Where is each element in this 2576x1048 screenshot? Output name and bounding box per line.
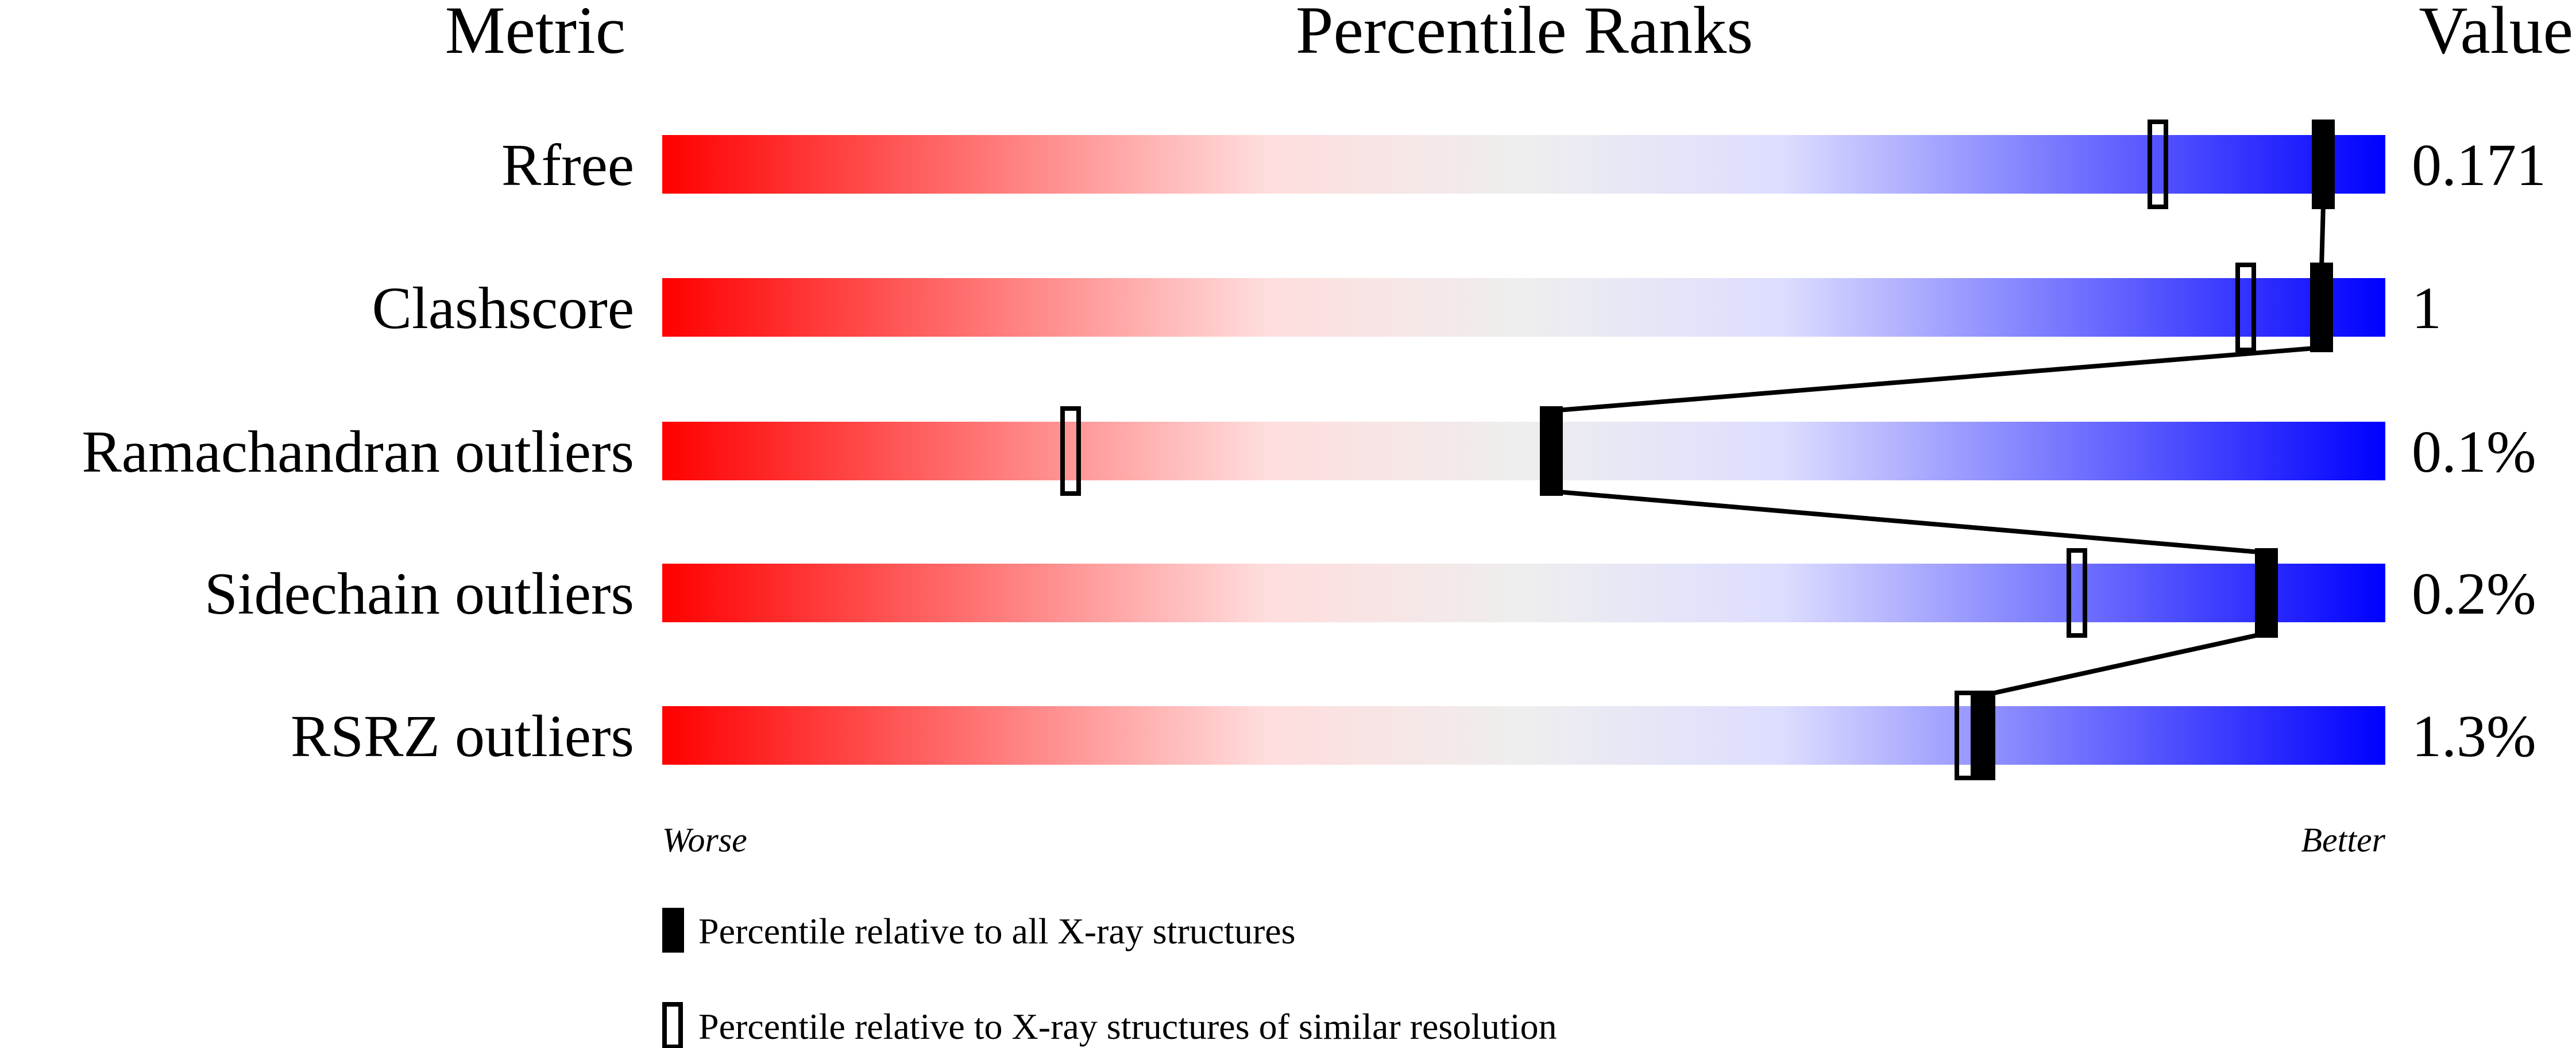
- metric-label: Clashscore: [372, 275, 634, 341]
- connector-line: [1551, 489, 2267, 555]
- header-percentile-ranks: Percentile Ranks: [1296, 0, 1753, 68]
- metric-label: Ramachandran outliers: [82, 419, 634, 485]
- percentile-bar: [662, 564, 2385, 622]
- metric-value: 0.1%: [2412, 419, 2536, 485]
- metric-label: RSRZ outliers: [291, 703, 634, 769]
- percentile-bar: [662, 422, 2385, 480]
- all-structures-marker: [2310, 263, 2333, 352]
- percentile-bar: [662, 706, 2385, 765]
- percentile-bar: [662, 278, 2385, 337]
- metric-value: 0.2%: [2412, 561, 2536, 627]
- axis-label-worse: Worse: [662, 821, 747, 859]
- connector-line: [2319, 204, 2326, 268]
- metric-row: Rfree 0.171: [501, 132, 2546, 198]
- legend-label-similar: Percentile relative to X-ray structures …: [698, 1006, 1557, 1047]
- metric-row: Clashscore 1: [372, 275, 2442, 341]
- similar-resolution-marker: [2235, 263, 2256, 352]
- all-structures-marker: [2312, 120, 2335, 209]
- all-structures-marker: [1540, 406, 1563, 496]
- all-structures-marker: [1972, 691, 1995, 780]
- legend-label-all: Percentile relative to all X-ray structu…: [698, 911, 1296, 951]
- legend-open-marker-icon: [662, 1002, 683, 1048]
- header-metric: Metric: [445, 0, 626, 68]
- metric-value: 1.3%: [2412, 703, 2536, 769]
- similar-resolution-marker: [2148, 120, 2168, 209]
- metric-label: Sidechain outliers: [204, 561, 634, 627]
- connector-line: [1551, 345, 2322, 413]
- metric-row: RSRZ outliers 1.3%: [291, 703, 2536, 769]
- metric-label: Rfree: [501, 132, 634, 198]
- header-value: Value: [2419, 0, 2573, 68]
- legend-filled-marker-icon: [662, 908, 684, 953]
- metric-row: Ramachandran outliers 0.1%: [82, 419, 2536, 485]
- similar-resolution-marker: [2067, 548, 2087, 638]
- percentile-bar: [662, 135, 2385, 194]
- metric-value: 0.171: [2412, 132, 2546, 198]
- metric-row: Sidechain outliers 0.2%: [204, 561, 2536, 627]
- legend: Percentile relative to all X-ray structu…: [662, 908, 1557, 1048]
- connector-line: [1983, 631, 2267, 698]
- metric-value: 1: [2412, 275, 2442, 341]
- all-structures-marker: [2255, 548, 2278, 638]
- axis-label-better: Better: [2301, 821, 2385, 859]
- similar-resolution-marker: [1060, 406, 1081, 496]
